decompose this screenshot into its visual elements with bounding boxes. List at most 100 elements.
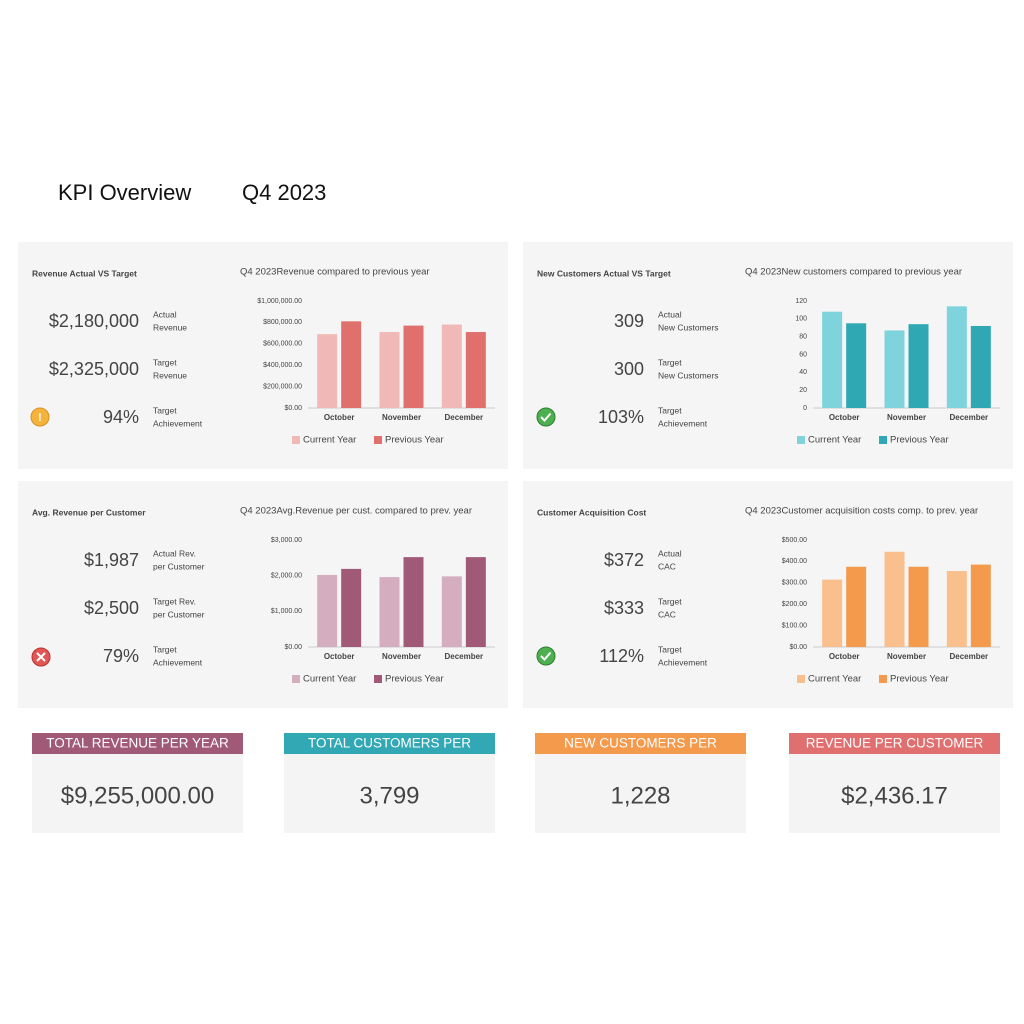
tile-header bbox=[32, 733, 243, 754]
legend-swatch bbox=[292, 436, 300, 444]
bar bbox=[341, 568, 362, 647]
page-period: Q4 2023 bbox=[242, 180, 326, 205]
legend-swatch bbox=[374, 436, 382, 444]
chart-title: Q4 2023Avg.Revenue per cust. compared to… bbox=[240, 506, 472, 517]
kpi-value: 94% bbox=[103, 407, 139, 427]
bar bbox=[908, 324, 929, 408]
legend-label: Previous Year bbox=[890, 674, 949, 685]
y-tick-label: $0.00 bbox=[284, 405, 302, 412]
page-title: KPI Overview bbox=[58, 180, 191, 205]
y-tick-label: $0.00 bbox=[789, 644, 807, 651]
legend-swatch bbox=[879, 436, 887, 444]
y-tick-label: $1,000.00 bbox=[271, 608, 302, 615]
legend-label: Current Year bbox=[808, 435, 861, 446]
tile-title: TOTAL CUSTOMERS PER bbox=[308, 736, 471, 751]
bar bbox=[822, 311, 843, 408]
y-tick-label: 40 bbox=[799, 369, 807, 376]
bar bbox=[908, 566, 929, 647]
legend-label: Current Year bbox=[303, 435, 356, 446]
tile-body bbox=[535, 754, 746, 833]
tile-title: REVENUE PER CUSTOMER bbox=[806, 736, 984, 751]
panel bbox=[18, 242, 508, 469]
tile-value: 3,799 bbox=[359, 782, 419, 809]
legend-swatch bbox=[879, 675, 887, 683]
bar bbox=[379, 332, 400, 408]
x-tick-label: November bbox=[382, 413, 421, 422]
bar bbox=[946, 306, 967, 408]
warning-icon: ! bbox=[30, 407, 50, 427]
kpi-label: Achievement bbox=[658, 657, 708, 667]
icons: ! bbox=[30, 407, 556, 667]
y-tick-label: $0.00 bbox=[284, 644, 302, 651]
kpi-label: Revenue bbox=[153, 322, 187, 332]
kpi-label: Target bbox=[658, 644, 682, 654]
x-tick-label: October bbox=[324, 413, 355, 422]
bar bbox=[441, 324, 462, 408]
bar bbox=[403, 325, 424, 408]
kpi-value: $2,325,000 bbox=[49, 359, 139, 379]
kpi-label: Target bbox=[658, 357, 682, 367]
panel bbox=[523, 242, 1013, 469]
legend-label: Previous Year bbox=[385, 435, 444, 446]
tile-header bbox=[535, 733, 746, 754]
bar bbox=[465, 557, 486, 647]
y-tick-label: 0 bbox=[803, 405, 807, 412]
panel-title: Customer Acquisition Cost bbox=[537, 507, 646, 517]
y-tick-label: $1,000,000.00 bbox=[257, 298, 302, 305]
bar bbox=[317, 574, 338, 647]
kpi-label: Actual bbox=[153, 309, 177, 319]
kpi-label: Target Rev. bbox=[153, 596, 196, 606]
kpi-label: Achievement bbox=[153, 657, 203, 667]
x-tick-label: November bbox=[887, 652, 926, 661]
x-tick-label: October bbox=[324, 652, 355, 661]
kpi-value: $2,180,000 bbox=[49, 311, 139, 331]
chart-title: Q4 2023Revenue compared to previous year bbox=[240, 267, 430, 278]
panel-title: New Customers Actual VS Target bbox=[537, 268, 671, 278]
kpi-label: Target bbox=[153, 357, 177, 367]
kpi-label: CAC bbox=[658, 561, 676, 571]
legend-swatch bbox=[292, 675, 300, 683]
svg-text:!: ! bbox=[38, 412, 42, 424]
bar bbox=[846, 566, 867, 647]
bar bbox=[465, 332, 486, 408]
kpi-value: 300 bbox=[614, 359, 644, 379]
tile-title: NEW CUSTOMERS PER bbox=[564, 736, 717, 751]
y-tick-label: 20 bbox=[799, 387, 807, 394]
panel-title: Revenue Actual VS Target bbox=[32, 268, 137, 278]
x-tick-label: October bbox=[829, 652, 860, 661]
kpi-label: Actual Rev. bbox=[153, 548, 196, 558]
legend-swatch bbox=[374, 675, 382, 683]
x-tick-label: December bbox=[444, 413, 483, 422]
panel bbox=[18, 481, 508, 708]
tile-header bbox=[284, 733, 495, 754]
y-tick-label: 80 bbox=[799, 334, 807, 341]
chart-title: Q4 2023Customer acquisition costs comp. … bbox=[745, 506, 978, 517]
kpi-label: Actual bbox=[658, 548, 682, 558]
kpi-value: 79% bbox=[103, 646, 139, 666]
y-tick-label: 100 bbox=[795, 316, 807, 323]
y-tick-label: 60 bbox=[799, 351, 807, 358]
kpi-label: New Customers bbox=[658, 370, 718, 380]
x-tick-label: December bbox=[444, 652, 483, 661]
kpi-label: CAC bbox=[658, 609, 676, 619]
y-tick-label: $300.00 bbox=[782, 580, 807, 587]
bar bbox=[884, 330, 905, 408]
y-tick-label: $3,000.00 bbox=[271, 537, 302, 544]
bar bbox=[946, 571, 967, 647]
y-tick-label: $200.00 bbox=[782, 601, 807, 608]
x-tick-label: November bbox=[382, 652, 421, 661]
tile-value: $9,255,000.00 bbox=[61, 782, 214, 809]
kpi-label: Target bbox=[658, 405, 682, 415]
tile-value: $2,436.17 bbox=[841, 782, 948, 809]
x-tick-label: December bbox=[949, 652, 988, 661]
kpi-label: per Customer bbox=[153, 561, 205, 571]
bar bbox=[379, 577, 400, 647]
bar bbox=[846, 323, 867, 408]
kpi-value: $2,500 bbox=[84, 598, 139, 618]
bar bbox=[403, 557, 424, 647]
y-tick-label: $500.00 bbox=[782, 537, 807, 544]
y-tick-label: $800,000.00 bbox=[263, 319, 302, 326]
y-tick-label: $400,000.00 bbox=[263, 362, 302, 369]
